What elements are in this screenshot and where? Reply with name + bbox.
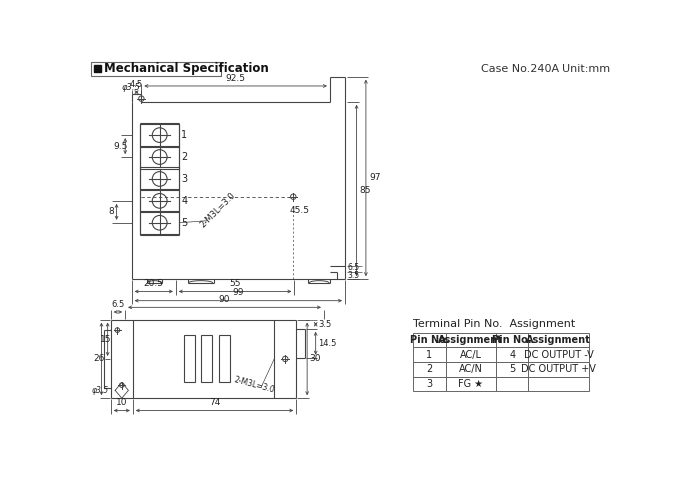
Bar	[140, 124, 179, 147]
Text: 3: 3	[181, 174, 188, 184]
Text: 14.5: 14.5	[318, 339, 337, 347]
Text: Case No.240A: Case No.240A	[481, 64, 559, 74]
Text: DC OUTPUT +V: DC OUTPUT +V	[522, 364, 596, 374]
Text: 4: 4	[509, 349, 515, 360]
Text: Assignment: Assignment	[438, 335, 503, 345]
Text: 15: 15	[99, 335, 111, 344]
Bar	[202, 336, 212, 383]
Text: Assignment: Assignment	[526, 335, 591, 345]
Text: AC/N: AC/N	[458, 364, 483, 374]
Bar	[140, 190, 179, 212]
Bar	[413, 347, 446, 362]
Text: 99: 99	[232, 288, 244, 297]
Bar	[219, 336, 230, 383]
Bar	[140, 146, 179, 168]
Bar	[94, 65, 102, 72]
Text: 4: 4	[181, 196, 188, 206]
Bar	[496, 362, 528, 377]
Text: Mechanical Specification: Mechanical Specification	[104, 62, 269, 75]
Bar	[413, 362, 446, 377]
Bar	[528, 347, 589, 362]
Text: 3: 3	[426, 379, 433, 389]
Text: Pin No.: Pin No.	[493, 335, 532, 345]
Text: 4.5: 4.5	[130, 80, 143, 89]
Text: 8: 8	[108, 207, 114, 216]
Text: 6.5: 6.5	[347, 263, 359, 272]
Bar	[413, 377, 446, 391]
Text: 1: 1	[426, 349, 433, 360]
Text: 55: 55	[230, 279, 241, 288]
Text: 92.5: 92.5	[225, 74, 246, 83]
Text: φ3.5: φ3.5	[121, 84, 140, 93]
Text: 85: 85	[360, 186, 371, 195]
Text: Unit:mm: Unit:mm	[562, 64, 610, 74]
Bar	[140, 211, 179, 234]
Bar	[413, 333, 446, 347]
Bar	[528, 377, 589, 391]
Text: 3.5: 3.5	[318, 320, 331, 329]
Text: 97: 97	[369, 173, 381, 183]
Text: 2-M3L=3.0: 2-M3L=3.0	[233, 376, 276, 395]
Text: Terminal Pin No.  Assignment: Terminal Pin No. Assignment	[413, 319, 575, 329]
Text: 2: 2	[426, 364, 433, 374]
Text: φ3.5: φ3.5	[92, 386, 108, 395]
Bar	[496, 347, 528, 362]
Bar	[446, 362, 496, 377]
Bar	[140, 167, 179, 191]
Bar	[92, 62, 220, 76]
Text: Pin No.: Pin No.	[410, 335, 449, 345]
Bar	[496, 333, 528, 347]
Bar	[446, 377, 496, 391]
Text: DC OUTPUT -V: DC OUTPUT -V	[524, 349, 594, 360]
Text: 2-M3L=3.0: 2-M3L=3.0	[199, 190, 237, 229]
Text: 3.5: 3.5	[347, 271, 359, 280]
Bar	[183, 336, 195, 383]
Text: 90: 90	[219, 295, 230, 304]
Text: AC/L: AC/L	[460, 349, 482, 360]
Text: 30: 30	[309, 354, 321, 363]
Bar	[496, 377, 528, 391]
Text: FG ★: FG ★	[458, 379, 483, 389]
Text: 10: 10	[116, 397, 127, 407]
Text: 5: 5	[509, 364, 515, 374]
Bar	[528, 362, 589, 377]
Text: 5: 5	[181, 218, 188, 228]
Bar	[528, 333, 589, 347]
Text: 2: 2	[181, 152, 188, 162]
Bar	[446, 347, 496, 362]
Text: 1: 1	[181, 130, 188, 140]
Text: 6.5: 6.5	[111, 300, 125, 309]
Text: 45.5: 45.5	[290, 206, 309, 215]
Text: 20.5: 20.5	[144, 279, 164, 288]
Text: 74: 74	[209, 397, 220, 407]
Bar	[446, 333, 496, 347]
Text: 9.5: 9.5	[113, 142, 128, 150]
Text: 26: 26	[93, 354, 105, 363]
